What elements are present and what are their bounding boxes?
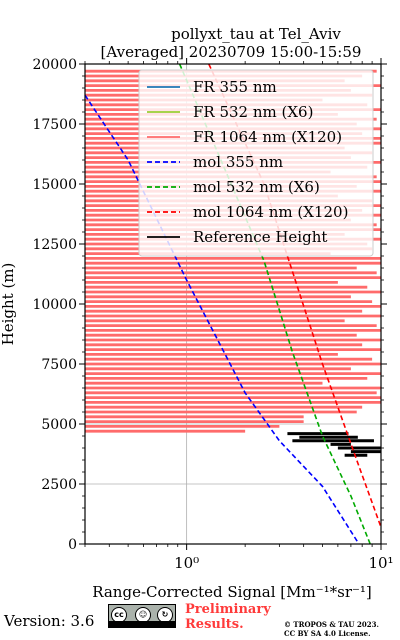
y-tick-label: 15000 bbox=[32, 177, 77, 193]
reference-height-marks bbox=[287, 432, 381, 457]
x-axis-label: Range-Corrected Signal [Mm⁻¹*sr⁻¹] bbox=[92, 583, 372, 601]
y-tick-label: 17500 bbox=[32, 117, 77, 133]
legend-label: mol 1064 nm (X120) bbox=[193, 203, 348, 221]
series-line bbox=[84, 94, 360, 545]
copyright-note: © TROPOS & TAU 2023. CC BY SA 4.0 Licens… bbox=[284, 620, 379, 638]
legend: FR 355 nm FR 532 nm (X6) FR 1064 nm (X120)… bbox=[138, 69, 374, 257]
preliminary-line1: Preliminary bbox=[185, 602, 271, 617]
legend-label: FR 532 nm (X6) bbox=[193, 103, 313, 121]
legend-label: Reference Height bbox=[193, 228, 327, 246]
copyright-line1: © TROPOS & TAU 2023. bbox=[284, 620, 379, 629]
y-tick-label: 2500 bbox=[41, 477, 77, 493]
preliminary-results-note: Preliminary Results. bbox=[185, 602, 271, 632]
y-tick-label: 20000 bbox=[32, 57, 77, 73]
preliminary-line2: Results. bbox=[185, 617, 244, 632]
cc-badge-strip bbox=[109, 621, 175, 627]
series-line bbox=[208, 63, 382, 528]
x-tick-label: 10⁰ bbox=[174, 554, 199, 572]
y-tick-label: 5000 bbox=[41, 417, 77, 433]
y-tick-label: 10000 bbox=[32, 297, 77, 313]
y-tick-label: 7500 bbox=[41, 357, 77, 373]
legend-label: mol 355 nm bbox=[193, 153, 283, 171]
chart-title-line2: [Averaged] 20230709 15:00-15:59 bbox=[101, 43, 362, 61]
y-tick-label: 12500 bbox=[32, 237, 77, 253]
x-tick-label: 10¹ bbox=[368, 554, 393, 572]
cc-license-badge: cc ☺ ↻ bbox=[108, 604, 176, 628]
axis-ticks: 0 2500 5000 7500 10000 12500 15000 17500 20000 10… bbox=[32, 57, 393, 572]
copyright-line2: CC BY SA 4.0 License. bbox=[284, 629, 371, 638]
y-tick-label: 0 bbox=[68, 537, 77, 553]
y-axis-label: Height (m) bbox=[0, 263, 17, 346]
chart-title-line1: pollyxt_tau at Tel_Aviv bbox=[171, 25, 341, 43]
version-label: Version: 3.6 bbox=[4, 612, 95, 630]
legend-label: FR 355 nm bbox=[193, 78, 277, 96]
legend-box bbox=[138, 69, 374, 257]
legend-label: FR 1064 nm (X120) bbox=[193, 128, 342, 146]
legend-label: mol 532 nm (X6) bbox=[193, 178, 320, 196]
